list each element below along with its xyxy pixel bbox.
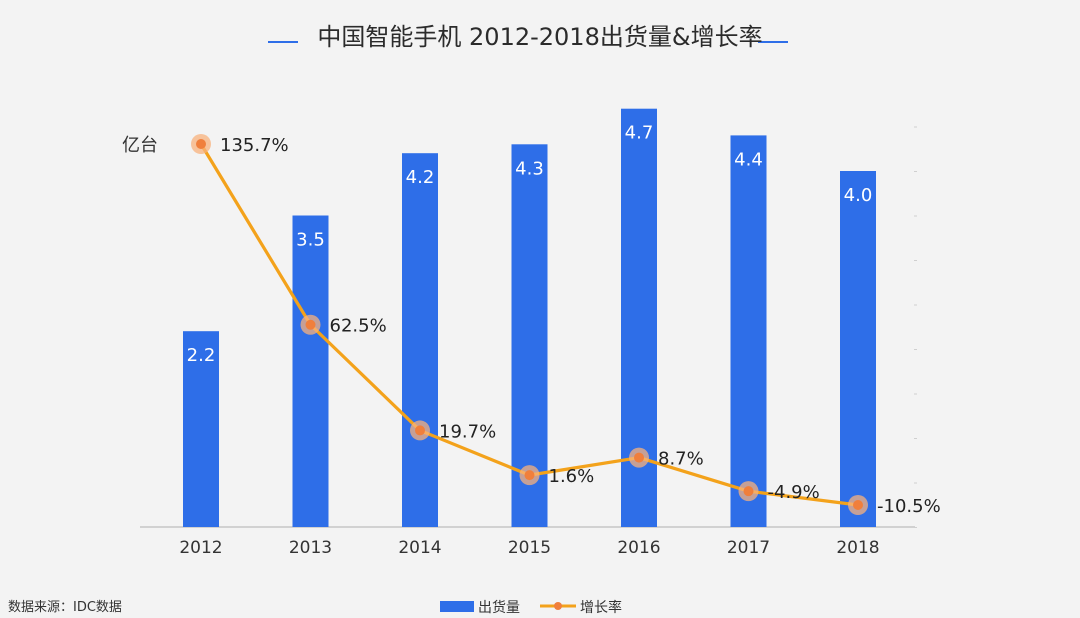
x-tick-label: 2014 xyxy=(398,538,441,558)
rate-marker xyxy=(853,500,863,510)
rate-value-label: 19.7% xyxy=(439,421,496,442)
bar-value-label: 4.3 xyxy=(515,158,544,179)
rate-marker xyxy=(743,486,754,497)
x-tick-label: 2018 xyxy=(836,538,879,558)
bar-value-label: 3.5 xyxy=(296,230,325,251)
bar-2014 xyxy=(402,153,438,527)
data-source: 数据来源：IDC数据 xyxy=(8,600,122,615)
bar-value-label: 4.7 xyxy=(625,123,654,144)
bar-value-label: 4.0 xyxy=(844,185,873,206)
rate-marker xyxy=(634,452,644,463)
x-tick-label: 2012 xyxy=(179,538,222,558)
bar-value-label: 2.2 xyxy=(187,345,216,366)
bar-2018 xyxy=(840,171,876,527)
x-tick-label: 2016 xyxy=(617,538,660,558)
bar-value-label: 4.4 xyxy=(734,149,763,170)
x-tick-label: 2013 xyxy=(289,538,332,558)
legend: 出货量 增长率 xyxy=(440,599,622,616)
legend-bar-label: 出货量 xyxy=(478,599,520,616)
bar-2017 xyxy=(730,135,767,527)
legend-bar-swatch xyxy=(440,601,474,612)
rate-value-label: 8.7% xyxy=(658,449,704,470)
chart-title-group: 中国智能手机 2012-2018出货量&增长率 xyxy=(268,23,788,51)
legend-line-marker xyxy=(554,602,562,610)
bar-2015 xyxy=(511,144,548,528)
chart-title: 中国智能手机 2012-2018出货量&增长率 xyxy=(317,23,762,51)
rate-value-label: -10.5% xyxy=(877,496,941,517)
bar-2013 xyxy=(292,215,329,527)
legend-line-label: 增长率 xyxy=(580,599,622,616)
rate-marker xyxy=(196,139,206,149)
rate-marker xyxy=(415,425,425,436)
rate-value-label: 62.5% xyxy=(330,316,387,337)
bar-2012 xyxy=(183,331,219,527)
rate-value-label: 135.7% xyxy=(220,135,289,156)
rate-value-label: -4.9% xyxy=(768,482,820,503)
y-axis-unit: 亿台 xyxy=(122,135,158,156)
plot-area: 2.2 2012 3.5 2013 4.2 2014 4.3 2015 4.7 2016 4.4 20… xyxy=(140,108,941,558)
rate-marker xyxy=(524,470,535,481)
rate-marker xyxy=(305,319,316,330)
x-tick-label: 2017 xyxy=(727,538,770,558)
rate-value-label: 1.6% xyxy=(549,466,595,487)
bar-value-label: 4.2 xyxy=(406,167,435,188)
x-tick-label: 2015 xyxy=(508,538,551,558)
